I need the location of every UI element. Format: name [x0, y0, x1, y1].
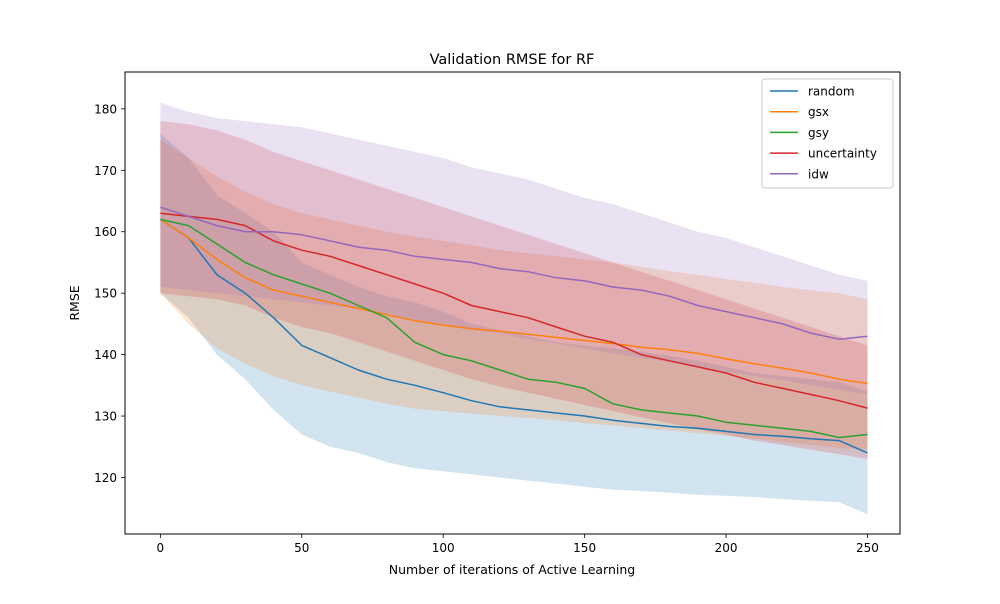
legend-label-gsy: gsy	[808, 126, 829, 140]
legend: random gsx gsy uncertainty idw	[761, 78, 894, 189]
y-tick-label: 180	[94, 102, 117, 116]
legend-label-random: random	[808, 85, 855, 99]
y-axis-ticks: 120 130 140 150 160 170 180	[94, 102, 125, 485]
y-axis-label: RMSE	[67, 285, 82, 320]
series-line-idw	[160, 206, 868, 340]
series-line-uncertainty	[160, 212, 868, 409]
series-line-gsy	[160, 218, 868, 439]
series-line-random	[159, 218, 868, 454]
legend-label-idw: idw	[808, 167, 829, 181]
legend-label-gsx: gsx	[808, 105, 829, 119]
x-axis-ticks: 0 50 100 150 200 250	[157, 534, 879, 555]
legend-label-uncertainty: uncertainty	[808, 147, 877, 161]
y-tick-label: 140	[94, 348, 117, 362]
x-tick-label: 150	[573, 541, 596, 555]
y-tick-label: 120	[94, 471, 117, 485]
band-uncertainty	[160, 121, 868, 459]
band-gsx	[160, 139, 868, 450]
x-tick-label: 200	[715, 541, 738, 555]
x-tick-label: 0	[157, 541, 165, 555]
y-tick-label: 130	[94, 410, 117, 424]
y-tick-label: 160	[94, 225, 117, 239]
series-line-gsx	[159, 218, 868, 385]
x-tick-label: 250	[856, 541, 879, 555]
band-idw	[160, 102, 868, 395]
x-tick-label: 50	[294, 541, 309, 555]
x-tick-label: 100	[432, 541, 455, 555]
series-lines	[159, 206, 868, 454]
y-tick-label: 170	[94, 164, 117, 178]
band-random	[160, 133, 868, 515]
chart-title: Validation RMSE for RF	[430, 52, 595, 68]
plot-area-frame	[124, 71, 901, 535]
y-tick-label: 150	[94, 287, 117, 301]
confidence-bands	[160, 102, 868, 515]
legend-box	[761, 78, 894, 189]
x-axis-label: Number of iterations of Active Learning	[389, 562, 635, 577]
